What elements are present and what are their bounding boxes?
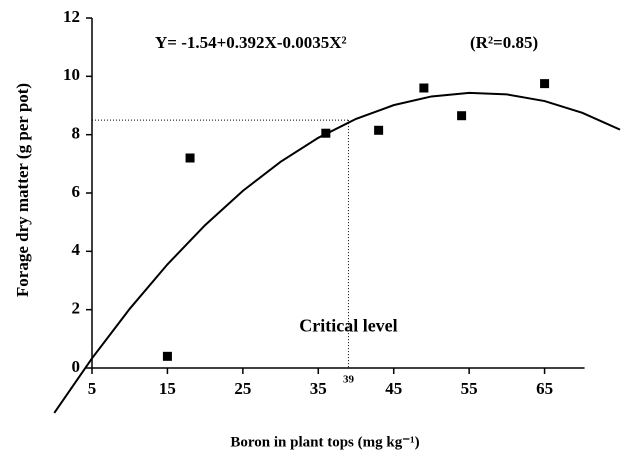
y-tick-label: 4: [72, 240, 81, 259]
data-point: [162, 351, 172, 361]
fit-curve: [53, 91, 621, 414]
x-tick-label: 45: [385, 379, 402, 398]
y-tick-label: 2: [72, 299, 81, 318]
critical-x-label: 39: [343, 374, 355, 386]
data-point: [457, 111, 467, 121]
x-tick-label: 25: [234, 379, 251, 398]
x-tick-label: 5: [88, 379, 97, 398]
critical-label: Critical level: [299, 315, 397, 335]
y-tick-label: 6: [72, 182, 81, 201]
y-tick-label: 12: [63, 7, 80, 26]
data-point: [321, 128, 331, 138]
equation: Y= -1.54+0.392X-0.0035X²: [155, 33, 347, 52]
y-axis-label: Forage dry matter (g per pot): [13, 83, 32, 297]
data-point: [374, 125, 384, 135]
r-squared: (R²=0.85): [470, 33, 538, 52]
x-tick-label: 65: [536, 379, 553, 398]
y-tick-label: 10: [63, 65, 80, 84]
y-tick-label: 0: [72, 357, 81, 376]
x-tick-label: 35: [310, 379, 327, 398]
x-axis-label: Boron in plant tops (mg kg⁻¹): [230, 434, 419, 450]
data-point: [419, 83, 429, 93]
data-point: [540, 79, 550, 89]
y-tick-label: 8: [72, 124, 81, 143]
x-tick-label: 15: [159, 379, 176, 398]
x-tick-label: 55: [461, 379, 478, 398]
data-point: [185, 153, 195, 163]
